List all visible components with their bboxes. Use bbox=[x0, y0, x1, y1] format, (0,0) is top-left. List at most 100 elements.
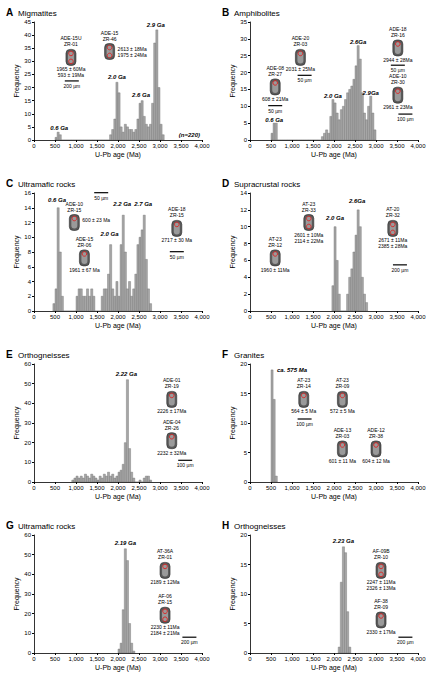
svg-text:2.19 Ga: 2.19 Ga bbox=[114, 540, 137, 546]
svg-text:U-Pb age (Ma): U-Pb age (Ma) bbox=[95, 151, 141, 159]
svg-text:200 µm: 200 µm bbox=[63, 83, 80, 89]
svg-text:500: 500 bbox=[50, 143, 61, 149]
svg-text:5: 5 bbox=[28, 124, 32, 130]
svg-text:500: 500 bbox=[266, 656, 277, 662]
svg-text:3,000: 3,000 bbox=[368, 485, 384, 491]
svg-text:2: 2 bbox=[244, 291, 248, 297]
svg-text:45: 45 bbox=[24, 19, 31, 25]
svg-text:2385 ± 28Ma: 2385 ± 28Ma bbox=[378, 243, 407, 249]
svg-text:(n=220): (n=220) bbox=[179, 132, 200, 138]
svg-text:Supracrustal rocks: Supracrustal rocks bbox=[234, 180, 300, 189]
svg-text:3,000: 3,000 bbox=[152, 485, 168, 491]
svg-text:1,000: 1,000 bbox=[68, 143, 84, 149]
svg-text:2: 2 bbox=[28, 293, 32, 299]
svg-text:3,000: 3,000 bbox=[152, 143, 168, 149]
svg-text:D: D bbox=[222, 178, 229, 189]
svg-text:1,500: 1,500 bbox=[305, 656, 321, 662]
svg-text:ZR-30: ZR-30 bbox=[391, 79, 405, 85]
svg-text:20: 20 bbox=[240, 70, 247, 76]
svg-text:15: 15 bbox=[240, 86, 247, 92]
svg-text:1,500: 1,500 bbox=[305, 485, 321, 491]
svg-text:4,000: 4,000 bbox=[410, 485, 426, 491]
svg-text:ZR-46: ZR-46 bbox=[103, 36, 117, 42]
svg-text:3,500: 3,500 bbox=[173, 143, 189, 149]
svg-text:1,000: 1,000 bbox=[284, 143, 300, 149]
svg-text:0: 0 bbox=[248, 656, 252, 662]
svg-text:2.7 Ga: 2.7 Ga bbox=[133, 201, 153, 207]
svg-text:16: 16 bbox=[24, 190, 31, 196]
svg-text:2.0 Ga: 2.0 Ga bbox=[100, 231, 120, 237]
svg-text:ZR-15: ZR-15 bbox=[170, 212, 184, 218]
svg-text:Frequency: Frequency bbox=[229, 577, 237, 611]
svg-text:15: 15 bbox=[240, 391, 247, 397]
svg-text:ZR-01: ZR-01 bbox=[64, 41, 78, 47]
svg-text:0: 0 bbox=[32, 656, 36, 662]
svg-text:2031 ± 25Ma: 2031 ± 25Ma bbox=[286, 66, 315, 72]
svg-text:100 µm: 100 µm bbox=[177, 462, 194, 468]
svg-text:1,000: 1,000 bbox=[284, 485, 300, 491]
svg-text:60: 60 bbox=[24, 361, 31, 367]
svg-text:U-Pb age (Ma): U-Pb age (Ma) bbox=[311, 322, 357, 330]
svg-text:20: 20 bbox=[240, 361, 247, 367]
svg-text:2961 ± 23Ma: 2961 ± 23Ma bbox=[383, 104, 412, 110]
svg-text:4,000: 4,000 bbox=[410, 314, 426, 320]
svg-text:Frequency: Frequency bbox=[13, 577, 21, 611]
svg-text:Amphibolites: Amphibolites bbox=[234, 9, 280, 18]
svg-text:Ultramafic rocks: Ultramafic rocks bbox=[18, 180, 75, 189]
svg-text:14: 14 bbox=[240, 190, 247, 196]
svg-text:50: 50 bbox=[24, 381, 31, 387]
svg-text:100 µm: 100 µm bbox=[296, 421, 313, 427]
svg-text:2.0 Ga: 2.0 Ga bbox=[107, 74, 127, 80]
svg-text:ZR-01: ZR-01 bbox=[158, 554, 172, 560]
svg-text:4,000: 4,000 bbox=[194, 314, 210, 320]
svg-text:500: 500 bbox=[50, 314, 61, 320]
svg-text:0: 0 bbox=[248, 314, 252, 320]
svg-text:40: 40 bbox=[24, 400, 31, 406]
svg-text:1975 ± 24Ma: 1975 ± 24Ma bbox=[118, 52, 147, 58]
svg-text:2,500: 2,500 bbox=[347, 656, 363, 662]
svg-text:0: 0 bbox=[248, 485, 252, 491]
svg-text:2944 ± 28Ma: 2944 ± 28Ma bbox=[383, 57, 412, 63]
svg-text:0: 0 bbox=[28, 650, 32, 656]
svg-text:3,000: 3,000 bbox=[368, 314, 384, 320]
svg-text:5: 5 bbox=[244, 120, 248, 126]
svg-text:2,500: 2,500 bbox=[347, 314, 363, 320]
svg-text:0.6 Ga: 0.6 Ga bbox=[265, 117, 284, 123]
svg-text:10: 10 bbox=[240, 420, 247, 426]
svg-text:Frequency: Frequency bbox=[229, 406, 237, 440]
svg-text:608 ± 21Ma: 608 ± 21Ma bbox=[262, 96, 289, 102]
svg-text:Orthogneisses: Orthogneisses bbox=[18, 351, 70, 360]
svg-text:U-Pb age (Ma): U-Pb age (Ma) bbox=[95, 322, 141, 330]
svg-text:500: 500 bbox=[266, 143, 277, 149]
svg-text:2,500: 2,500 bbox=[131, 485, 147, 491]
svg-text:1,500: 1,500 bbox=[89, 656, 105, 662]
svg-text:ZR-10: ZR-10 bbox=[374, 554, 388, 560]
svg-text:U-Pb age (Ma): U-Pb age (Ma) bbox=[311, 151, 357, 159]
svg-text:ZR-33: ZR-33 bbox=[302, 207, 316, 213]
svg-text:35: 35 bbox=[240, 19, 247, 25]
svg-text:0: 0 bbox=[244, 650, 248, 656]
svg-text:60: 60 bbox=[24, 532, 31, 538]
svg-text:ZR-32: ZR-32 bbox=[386, 212, 400, 218]
svg-text:50 µm: 50 µm bbox=[298, 77, 312, 83]
svg-text:200 µm: 200 µm bbox=[397, 639, 414, 645]
svg-text:564 ± 5 Ma: 564 ± 5 Ma bbox=[291, 408, 316, 414]
svg-text:50 µm: 50 µm bbox=[268, 108, 282, 114]
svg-text:4,000: 4,000 bbox=[194, 485, 210, 491]
svg-text:ZR-03: ZR-03 bbox=[293, 41, 307, 47]
svg-text:Ultramafic rocks: Ultramafic rocks bbox=[18, 522, 75, 531]
svg-text:10: 10 bbox=[240, 103, 247, 109]
svg-text:40: 40 bbox=[24, 32, 31, 38]
svg-text:ZR-15: ZR-15 bbox=[158, 599, 172, 605]
svg-text:500: 500 bbox=[266, 314, 277, 320]
svg-text:601 ± 11 Ma: 601 ± 11 Ma bbox=[329, 458, 357, 464]
svg-text:1,000: 1,000 bbox=[68, 485, 84, 491]
svg-text:2,000: 2,000 bbox=[326, 656, 342, 662]
svg-text:2,500: 2,500 bbox=[131, 143, 147, 149]
svg-text:Migmatites: Migmatites bbox=[18, 9, 57, 18]
svg-text:0: 0 bbox=[248, 143, 252, 149]
svg-text:0: 0 bbox=[244, 479, 248, 485]
svg-text:C: C bbox=[6, 178, 13, 189]
svg-text:30: 30 bbox=[24, 420, 31, 426]
svg-text:1,500: 1,500 bbox=[89, 314, 105, 320]
